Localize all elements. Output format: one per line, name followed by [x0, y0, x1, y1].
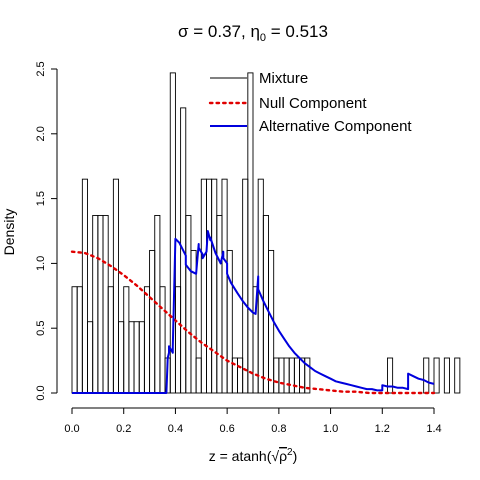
- histogram-bar: [226, 249, 233, 394]
- x-label-rho: ρ: [279, 448, 287, 464]
- histogram-bar: [293, 357, 300, 394]
- histogram-bar: [149, 249, 156, 394]
- x-tick-label: 1.4: [426, 423, 441, 435]
- y-axis: 0.0 0.5 1.0 1.5 2.0 2.5: [35, 61, 58, 401]
- histogram-bar: [443, 357, 450, 394]
- histogram-bar: [304, 357, 311, 394]
- x-axis-label: z = atanh(√ρ2): [209, 447, 298, 464]
- histogram-bar: [138, 321, 145, 394]
- histogram-bar: [185, 214, 192, 394]
- histogram-bar: [433, 357, 440, 394]
- histogram-bar: [288, 357, 295, 394]
- histogram-bar: [102, 214, 109, 394]
- histogram-bar: [159, 286, 166, 394]
- histogram-bar: [454, 357, 461, 394]
- chart-title: σ = 0.37, η0 = 0.513: [178, 22, 328, 44]
- y-tick-label: 2.0: [35, 126, 47, 141]
- y-tick-label: 0.5: [35, 321, 47, 336]
- histogram-bar: [128, 321, 135, 394]
- legend-alternative-component-label: Alternative Component: [259, 118, 412, 135]
- x-tick-label: 0.4: [168, 423, 183, 435]
- histogram-bar: [216, 214, 223, 394]
- histogram-bar: [87, 321, 94, 394]
- histogram-bar: [143, 286, 151, 394]
- histogram-bar: [195, 357, 202, 394]
- title-eta-symbol: η: [250, 22, 259, 41]
- title-sigma-part: σ = 0.37,: [178, 22, 250, 41]
- x-tick-label: 0.2: [116, 423, 131, 435]
- histogram-bar: [237, 357, 244, 394]
- title-eta-value: = 0.513: [266, 22, 328, 41]
- legend-null-component-label: Null Component: [259, 95, 367, 112]
- title-eta-subscript: 0: [260, 32, 266, 44]
- histogram-bar: [211, 178, 218, 394]
- x-label-prefix: z = atanh(: [209, 448, 272, 464]
- histogram-bar: [107, 286, 114, 394]
- histogram-bar: [174, 286, 182, 394]
- null-component-curve: [70, 250, 436, 395]
- histogram-bar: [123, 286, 130, 394]
- histogram-bar: [423, 357, 430, 394]
- histogram-bar: [247, 72, 254, 394]
- x-tick-label: 1.0: [323, 423, 338, 435]
- histogram-bar: [81, 178, 88, 394]
- histogram-bar: [169, 72, 176, 394]
- svg-text:σ = 0.37, η0 = 0.513: σ = 0.37, η0 = 0.513: [178, 22, 328, 44]
- y-tick-label: 0.0: [35, 385, 47, 400]
- x-tick-label: 0.6: [219, 423, 234, 435]
- x-label-superscript: 2: [287, 447, 293, 458]
- histogram-bar: [278, 357, 285, 394]
- alternative-component-curve: [72, 230, 435, 394]
- x-tick-label: 0.0: [64, 423, 79, 435]
- histogram-bar: [283, 357, 290, 394]
- y-tick-label: 1.5: [35, 191, 47, 206]
- histogram-bar: [118, 321, 125, 394]
- histogram-bar: [273, 357, 280, 394]
- y-axis-label: Density: [1, 209, 17, 256]
- x-axis: 0.0 0.2 0.4 0.6 0.8 1.0 1.2 1.4: [64, 407, 442, 435]
- histogram-bar: [206, 178, 213, 394]
- histogram-bar: [133, 321, 140, 394]
- x-label-sqrt-sign: √: [271, 448, 279, 464]
- histogram-bar: [92, 214, 99, 394]
- histogram-bar: [112, 178, 119, 394]
- histogram-bar: [76, 286, 83, 394]
- histogram-bar: [242, 178, 249, 394]
- histogram-bar: [387, 357, 394, 394]
- x-tick-label: 0.8: [271, 423, 286, 435]
- legend-mixture-label: Mixture: [259, 70, 308, 87]
- x-tick-label: 1.2: [375, 423, 390, 435]
- x-label-suffix: ): [293, 448, 298, 464]
- histogram-bar: [200, 178, 207, 394]
- svg-text:z = atanh(√ρ2): z = atanh(√ρ2): [209, 447, 298, 464]
- y-tick-label: 2.5: [35, 61, 47, 76]
- legend: Mixture Null Component Alternative Compone…: [208, 70, 412, 135]
- histogram-bar: [97, 214, 104, 394]
- density-curves: [70, 230, 436, 395]
- y-tick-label: 1.0: [35, 256, 47, 271]
- histogram-bar: [190, 249, 197, 394]
- histogram-bar: [71, 286, 78, 394]
